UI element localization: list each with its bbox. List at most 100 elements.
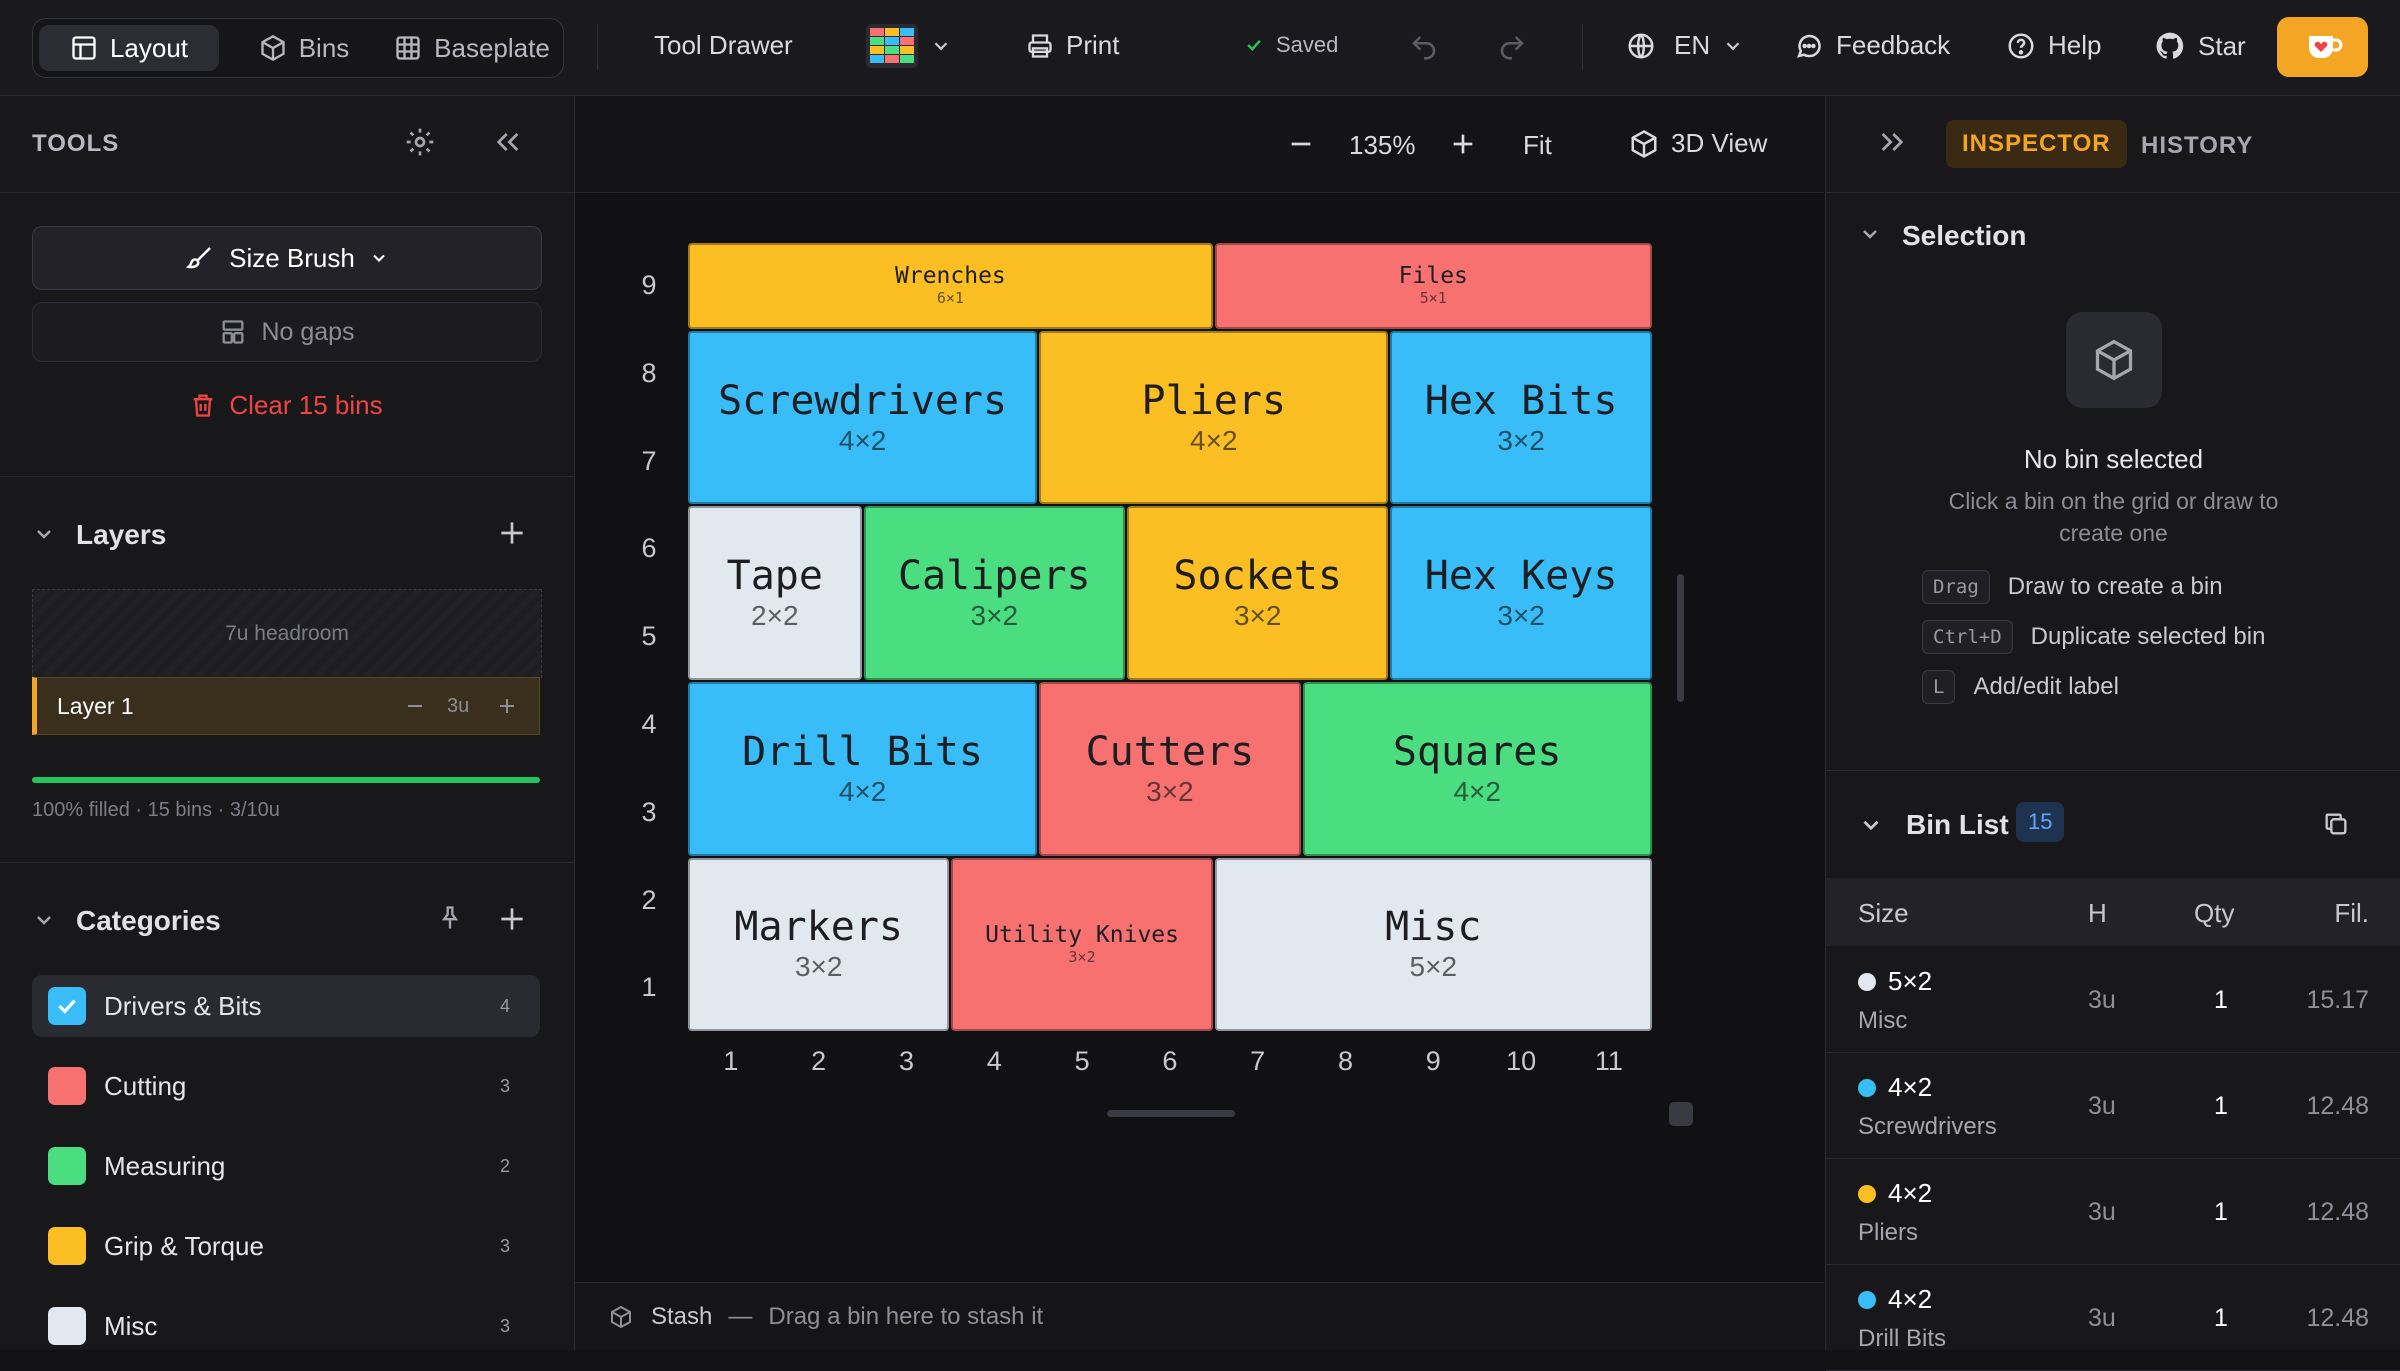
row-fill: 15.17 <box>2306 986 2369 1014</box>
help-button[interactable]: Help <box>2006 30 2101 61</box>
tab-baseplate[interactable]: Baseplate <box>387 25 557 71</box>
bin-misc[interactable]: Misc 5×2 <box>1214 857 1652 1032</box>
add-category-button[interactable] <box>496 903 528 935</box>
categories-collapse-toggle[interactable] <box>32 908 56 932</box>
shortcut-duplicate: Ctrl+D Duplicate selected bin <box>1922 620 2265 654</box>
bin-wrenches[interactable]: Wrenches 6×1 <box>688 243 1213 329</box>
bin-markers[interactable]: Markers 3×2 <box>688 857 950 1032</box>
category-misc[interactable]: Misc 3 <box>32 1295 540 1357</box>
bin-hex-bits[interactable]: Hex Bits 3×2 <box>1390 330 1652 505</box>
clear-bins-button[interactable]: Clear 15 bins <box>32 382 540 428</box>
layer-item[interactable]: Layer 1 3u <box>32 677 540 735</box>
bin-files[interactable]: Files 5×1 <box>1214 243 1652 329</box>
chevron-down-icon <box>1858 812 1884 838</box>
size-brush-dropdown[interactable]: Size Brush <box>32 226 542 290</box>
cube-icon <box>1629 129 1659 159</box>
category-cutting[interactable]: Cutting 3 <box>32 1055 540 1117</box>
github-icon <box>2154 30 2186 62</box>
star-label: Star <box>2198 30 2246 61</box>
bin-drill-bits[interactable]: Drill Bits 4×2 <box>688 682 1038 856</box>
print-label: Print <box>1066 30 1120 60</box>
bin-hex-keys[interactable]: Hex Keys 3×2 <box>1390 506 1652 680</box>
copy-list-button[interactable] <box>2322 810 2350 838</box>
brush-icon <box>185 243 215 273</box>
layers-collapse-toggle[interactable] <box>32 522 56 546</box>
feedback-button[interactable]: Feedback <box>1794 30 1950 61</box>
category-name: Cutting <box>104 1070 187 1101</box>
category-name: Drivers & Bits <box>104 990 262 1021</box>
print-button[interactable]: Print <box>1026 30 1119 61</box>
binlist-row[interactable]: 5×2 Misc 3u 1 15.17 <box>1826 946 2400 1053</box>
project-name[interactable]: Tool Drawer <box>654 30 793 61</box>
support-button[interactable] <box>2277 17 2368 77</box>
x-axis-label: 1 <box>723 1046 739 1077</box>
col-size[interactable]: Size <box>1858 898 1909 928</box>
github-star-button[interactable]: Star <box>2154 30 2246 62</box>
col-fill[interactable]: Fil. <box>2334 898 2369 928</box>
category-grip-torque[interactable]: Grip & Torque 3 <box>32 1215 540 1277</box>
bin-utility-knives[interactable]: Utility Knives 3×2 <box>951 857 1213 1032</box>
zoom-in-button[interactable] <box>1447 128 1479 160</box>
increase-height-button[interactable] <box>495 694 519 718</box>
horizontal-scrollbar[interactable] <box>1107 1110 1235 1117</box>
bin-pliers[interactable]: Pliers 4×2 <box>1039 330 1389 505</box>
gaps-toggle[interactable]: No gaps <box>32 302 542 362</box>
category-drivers-bits[interactable]: Drivers & Bits 4 <box>32 975 540 1037</box>
bin-screwdrivers[interactable]: Screwdrivers 4×2 <box>688 330 1038 505</box>
checkbox-checked-icon[interactable] <box>48 987 86 1025</box>
decrease-height-button[interactable] <box>403 694 427 718</box>
bin-name: Pliers <box>1141 377 1287 424</box>
redo-button[interactable] <box>1496 32 1528 62</box>
bin-size: 3×2 <box>970 600 1019 632</box>
tab-layout[interactable]: Layout <box>39 25 219 71</box>
settings-button[interactable] <box>404 126 436 158</box>
top-bar: Layout Bins Baseplate Tool Drawer <box>0 0 2400 96</box>
bin-sockets[interactable]: Sockets 3×2 <box>1127 506 1389 680</box>
category-count: 3 <box>499 1235 510 1256</box>
category-count: 2 <box>499 1155 510 1176</box>
fit-button[interactable]: Fit <box>1523 130 1552 160</box>
y-axis-label: 1 <box>641 972 657 1003</box>
vertical-scrollbar[interactable] <box>1677 574 1684 702</box>
color-theme-picker[interactable] <box>866 24 952 68</box>
tab-bins[interactable]: Bins <box>229 25 379 71</box>
col-qty[interactable]: Qty <box>2194 898 2235 928</box>
bin-tape[interactable]: Tape 2×2 <box>688 506 862 680</box>
undo-button[interactable] <box>1408 32 1440 62</box>
language-selector[interactable]: EN <box>1626 30 1744 61</box>
zoom-out-button[interactable] <box>1285 128 1317 160</box>
chevron-down-icon <box>32 908 56 932</box>
bin-calipers[interactable]: Calipers 3×2 <box>863 506 1125 680</box>
3d-view-button[interactable]: 3D View <box>1629 128 1767 159</box>
globe-icon <box>1626 31 1656 61</box>
row-fill: 12.48 <box>2306 1198 2369 1226</box>
bin-squares[interactable]: Squares 4×2 <box>1302 682 1652 856</box>
collapse-panel-button[interactable] <box>492 126 524 158</box>
y-axis-label: 7 <box>641 445 657 476</box>
bin-cutters[interactable]: Cutters 3×2 <box>1039 682 1301 856</box>
col-height[interactable]: H <box>2088 898 2107 928</box>
bin-name: Tape <box>726 553 823 600</box>
selection-collapse-toggle[interactable] <box>1858 222 1882 246</box>
chevron-down-icon <box>930 35 952 57</box>
x-axis-label: 7 <box>1250 1046 1266 1077</box>
category-swatch <box>48 1227 86 1265</box>
category-measuring[interactable]: Measuring 2 <box>32 1135 540 1197</box>
binlist-row[interactable]: 4×2 Pliers 3u 1 12.48 <box>1826 1158 2400 1265</box>
add-layer-button[interactable] <box>496 517 528 549</box>
binlist-collapse-toggle[interactable] <box>1858 812 1884 838</box>
binlist-row[interactable]: 4×2 Screwdrivers 3u 1 12.48 <box>1826 1052 2400 1159</box>
tab-history[interactable]: HISTORY <box>2141 132 2254 159</box>
x-axis-label: 8 <box>1337 1046 1354 1077</box>
binlist-row[interactable]: 4×2 Drill Bits 3u 1 12.48 <box>1826 1264 2400 1371</box>
pin-icon <box>436 904 464 932</box>
plus-icon <box>1447 128 1479 160</box>
language-label: EN <box>1674 30 1711 60</box>
tab-inspector[interactable]: INSPECTOR <box>1946 120 2127 168</box>
row-label: Drill Bits <box>1858 1325 1946 1352</box>
bin-name: Squares <box>1392 728 1562 775</box>
stash-drop-zone[interactable]: Stash — Drag a bin here to stash it <box>575 1282 1824 1351</box>
bin-size: 3×2 <box>794 951 843 983</box>
pin-categories-button[interactable] <box>436 904 464 932</box>
expand-panel-button[interactable] <box>1876 126 1908 158</box>
